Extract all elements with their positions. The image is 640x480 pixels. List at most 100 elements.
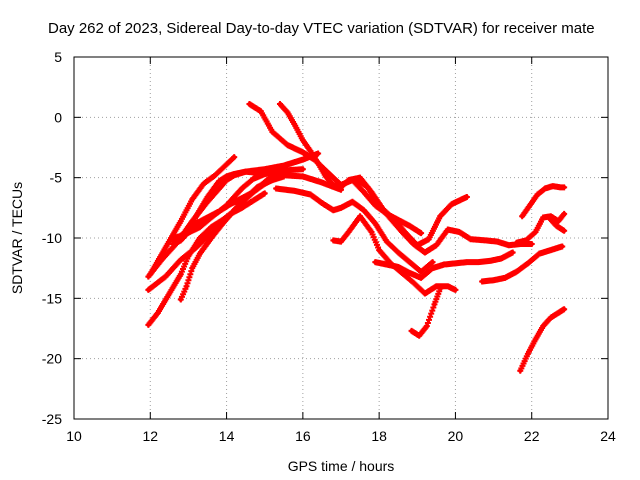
plot-frame: [73, 56, 609, 420]
data-point: [422, 291, 428, 296]
data-point: [262, 191, 267, 196]
data-point: [338, 185, 344, 190]
data-point: [396, 250, 401, 255]
data-point: [376, 203, 382, 208]
series-arc-20: [517, 306, 568, 374]
data-point: [453, 287, 458, 293]
data-point: [319, 200, 325, 206]
data-point: [277, 101, 283, 107]
data-point: [262, 171, 267, 177]
x-tick-label: 12: [142, 428, 158, 444]
data-point: [178, 218, 183, 224]
data-point: [327, 171, 332, 177]
data-point: [232, 171, 237, 177]
data-point: [430, 265, 435, 271]
series-arc-19: [545, 214, 568, 234]
y-axis-label: SDTVAR / TECUs: [9, 182, 25, 294]
series-arc-14: [372, 249, 516, 281]
data-point: [209, 215, 214, 220]
data-point: [184, 284, 189, 289]
data-point: [220, 221, 225, 226]
data-point: [556, 310, 561, 316]
data-point: [243, 197, 248, 202]
data-point: [384, 262, 389, 267]
data-point: [533, 337, 538, 342]
tick-labels: 10 12 14 16 18 20 22 24 5 0 -5 -10 -15 -20 -25: [42, 49, 616, 444]
data-point: [346, 229, 351, 235]
data-point: [209, 235, 214, 241]
data-point: [331, 208, 336, 213]
data-point: [441, 262, 447, 267]
data-point: [251, 176, 256, 182]
data-point: [407, 270, 412, 276]
data-point: [300, 174, 306, 179]
y-tick-label: -15: [42, 290, 62, 306]
data-point: [331, 182, 336, 188]
data-point: [540, 323, 546, 329]
series-markers: [147, 154, 238, 278]
data-point: [487, 258, 492, 264]
data-point: [148, 272, 153, 277]
data-point: [468, 237, 473, 242]
series-arc-8: [147, 154, 238, 278]
data-point: [155, 310, 161, 316]
data-point: [308, 192, 313, 197]
data-point: [293, 188, 298, 194]
data-point: [281, 163, 286, 168]
data-point: [338, 239, 344, 244]
data-point: [258, 109, 264, 114]
data-point: [315, 160, 321, 166]
data-point: [285, 142, 290, 148]
y-tick-label: -5: [50, 170, 63, 186]
data-point: [178, 272, 183, 277]
data-point: [251, 198, 256, 203]
series-markers: [517, 306, 568, 374]
data-point: [216, 179, 222, 184]
data-point: [457, 229, 462, 235]
data-point: [506, 243, 512, 248]
data-point: [399, 229, 405, 235]
x-tick-label: 14: [219, 428, 235, 444]
data-point: [554, 223, 559, 229]
data-point: [338, 205, 344, 211]
data-point: [323, 174, 328, 179]
data-point: [281, 168, 286, 173]
data-point: [308, 148, 313, 154]
data-point: [550, 183, 555, 189]
data-point: [449, 202, 454, 207]
data-point: [365, 185, 370, 190]
series-arc-13: [353, 175, 535, 256]
data-point: [197, 224, 203, 230]
data-point: [430, 259, 435, 265]
data-point: [464, 194, 470, 200]
data-point: [525, 261, 531, 266]
data-point: [548, 247, 553, 253]
data-point: [519, 214, 525, 219]
series-arc-11: [273, 185, 436, 275]
data-point: [561, 211, 567, 217]
data-point: [411, 241, 416, 247]
series-arc-16: [479, 243, 566, 285]
data-point: [426, 237, 431, 242]
data-point: [537, 251, 542, 256]
data-point: [561, 228, 567, 233]
data-point: [212, 173, 218, 178]
data-point: [163, 274, 168, 279]
data-point: [300, 167, 306, 172]
data-point: [464, 259, 470, 265]
data-point: [167, 291, 172, 296]
data-point: [180, 233, 185, 238]
data-point: [560, 244, 565, 249]
data-point: [201, 181, 206, 186]
data-point: [527, 203, 533, 208]
data-point: [533, 229, 538, 235]
data-point: [190, 265, 195, 271]
data-point: [205, 194, 210, 200]
y-tick-label: -25: [42, 411, 62, 427]
data-point: [561, 185, 567, 190]
data-point: [266, 176, 271, 182]
data-point: [437, 214, 443, 219]
data-point: [361, 189, 367, 195]
data-point: [232, 208, 237, 213]
data-point: [422, 250, 428, 255]
